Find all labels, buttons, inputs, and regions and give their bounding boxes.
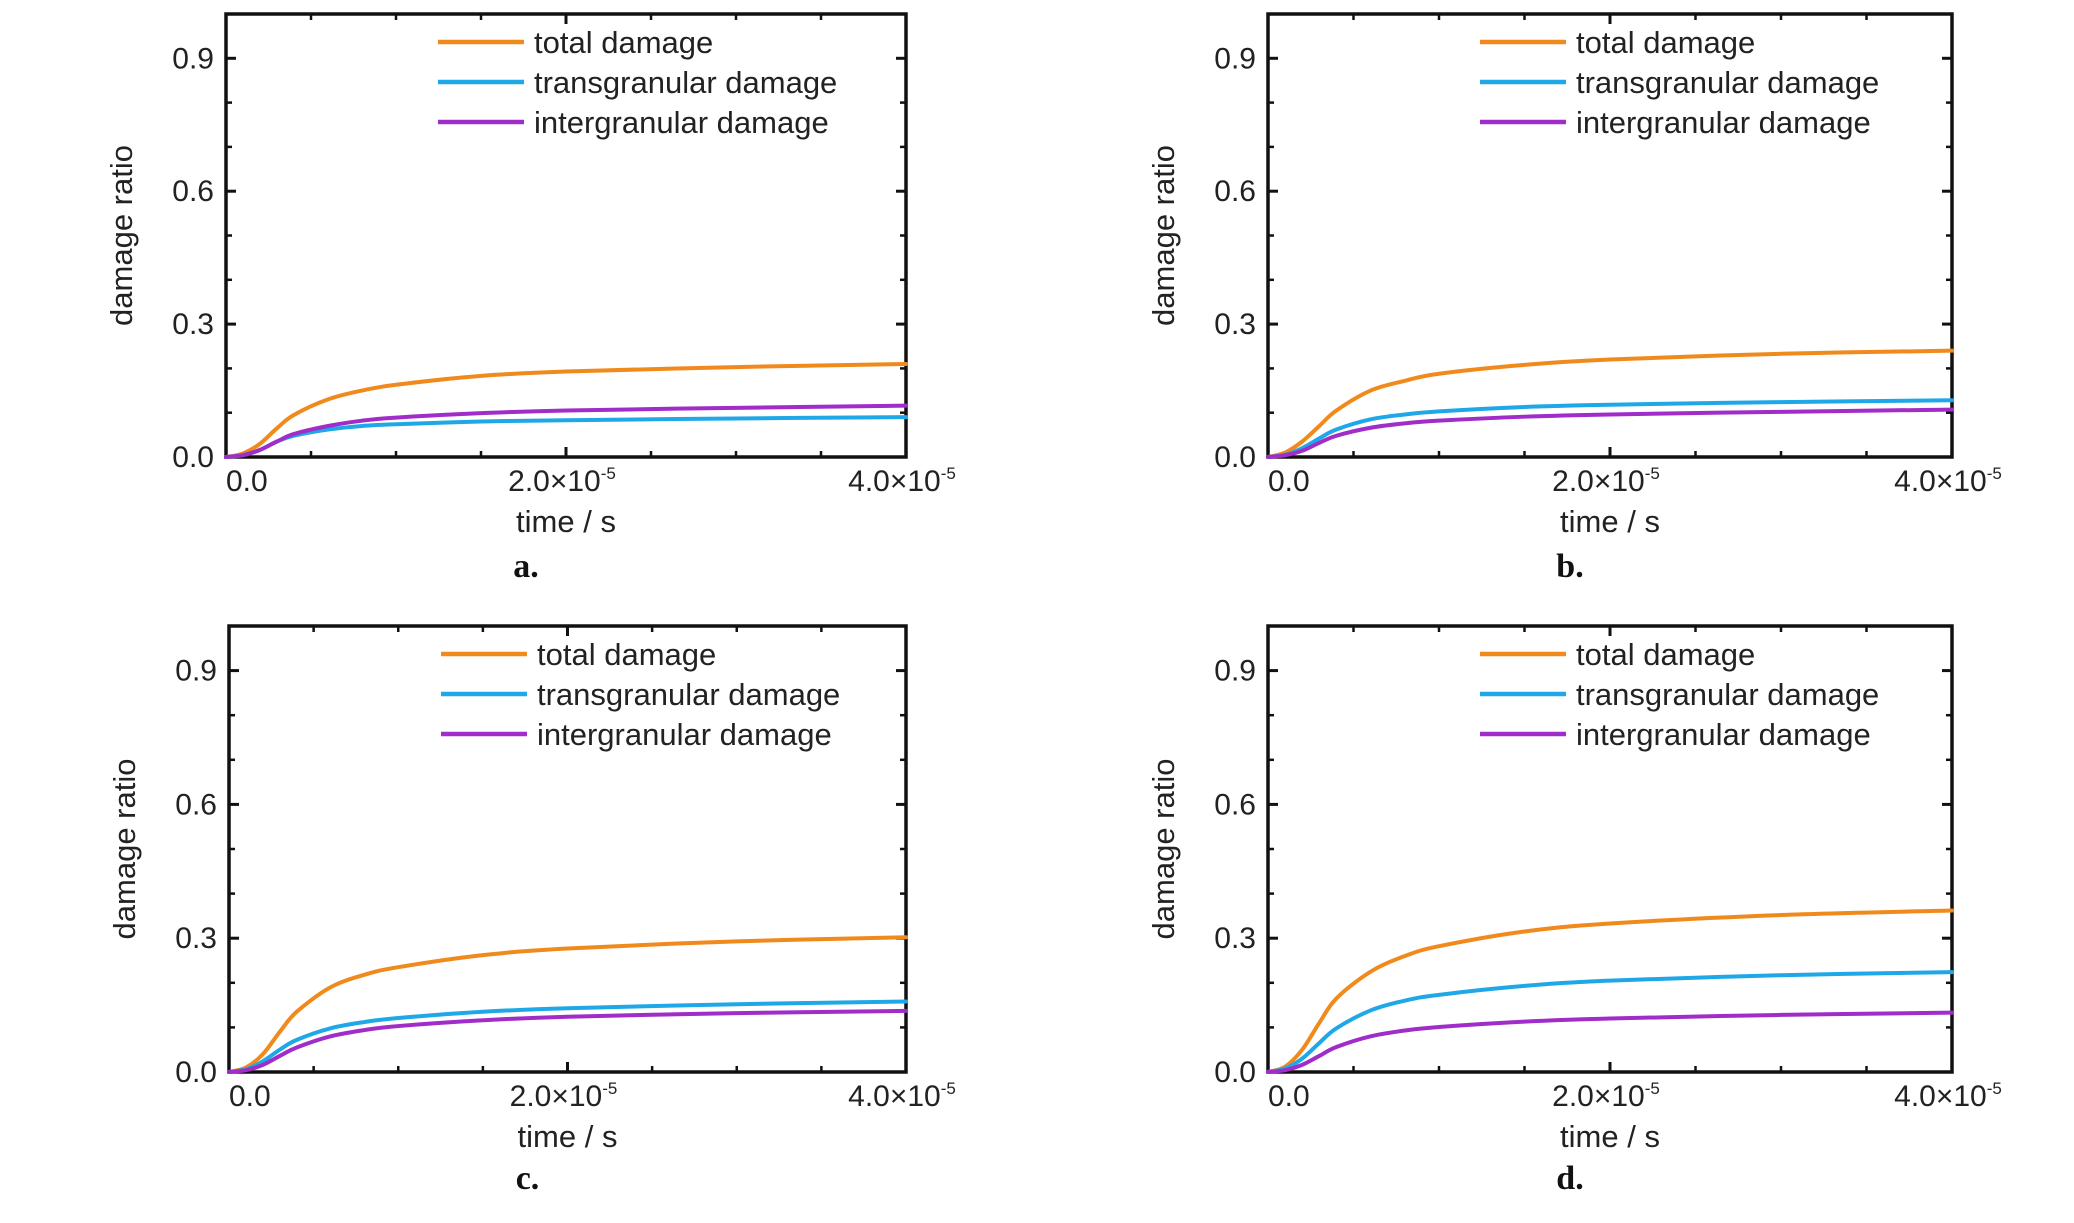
series-line-2 — [227, 999, 908, 1074]
y-axis-title: damage ratio — [104, 145, 139, 326]
series-line-3 — [1266, 407, 1954, 459]
x-tick-label: 2.0×10-5 — [1552, 464, 1660, 498]
x-tick-label-main: 0.0 — [1268, 465, 1310, 498]
y-tick-label: 0.3 — [172, 308, 214, 341]
legend-label: intergranular damage — [1576, 717, 1871, 752]
x-tick-label-main: 0.0 — [226, 465, 268, 498]
y-tick-label: 0.0 — [1214, 441, 1256, 474]
legend-label: total damage — [1576, 637, 1755, 672]
series-line-3 — [224, 403, 908, 459]
x-tick-label-exponent: -5 — [1987, 1079, 2002, 1098]
series-line-1 — [227, 935, 908, 1074]
x-tick-label-main: 2.0×10 — [510, 1080, 603, 1113]
x-axis-title: time / s — [1560, 504, 1660, 539]
series-line-1 — [1266, 908, 1954, 1074]
y-tick-label: 0.6 — [1214, 175, 1256, 208]
x-tick-label-exponent: -5 — [941, 464, 956, 483]
x-tick-label: 4.0×10-5 — [1894, 1079, 2002, 1113]
x-tick-label-main: 0.0 — [229, 1080, 271, 1113]
y-axis-title: damage ratio — [1146, 759, 1181, 940]
y-tick-label: 0.9 — [172, 42, 214, 75]
legend-label: transgranular damage — [1576, 677, 1879, 712]
legend-label: intergranular damage — [1576, 105, 1871, 140]
panel-label: d. — [1556, 1160, 1583, 1197]
x-tick-label-main: 2.0×10 — [1552, 1080, 1645, 1113]
x-tick-label-exponent: -5 — [1645, 464, 1660, 483]
legend-label: intergranular damage — [534, 105, 829, 140]
x-tick-label-main: 4.0×10 — [1894, 465, 1987, 498]
x-tick-label: 0.0 — [1268, 1080, 1310, 1113]
x-axis-title: time / s — [518, 1119, 618, 1154]
x-tick-label: 0.0 — [229, 1080, 271, 1113]
series-line-2 — [1266, 398, 1954, 459]
panel-label: b. — [1556, 548, 1583, 585]
panel-label: a. — [513, 548, 539, 585]
y-tick-label: 0.3 — [1214, 308, 1256, 341]
x-tick-label: 2.0×10-5 — [1552, 1079, 1660, 1113]
y-tick-label: 0.9 — [1214, 655, 1256, 688]
x-tick-label-main: 4.0×10 — [848, 465, 941, 498]
y-tick-label: 0.6 — [175, 788, 217, 821]
y-tick-label: 0.3 — [175, 922, 217, 955]
legend-label: transgranular damage — [1576, 65, 1879, 100]
x-axis-title: time / s — [1560, 1119, 1660, 1154]
y-tick-label: 0.6 — [172, 175, 214, 208]
x-tick-label-main: 4.0×10 — [1894, 1080, 1987, 1113]
x-tick-label-exponent: -5 — [1987, 464, 2002, 483]
series-line-3 — [1266, 1010, 1954, 1074]
y-tick-label: 0.0 — [175, 1056, 217, 1089]
series-line-1 — [224, 361, 908, 459]
x-tick-label-exponent: -5 — [1645, 1079, 1660, 1098]
y-axis-title: damage ratio — [107, 759, 142, 940]
x-tick-label-exponent: -5 — [941, 1079, 956, 1098]
legend-label: transgranular damage — [537, 677, 840, 712]
legend-label: total damage — [534, 25, 713, 60]
y-axis-title: damage ratio — [1146, 145, 1181, 326]
x-tick-label: 4.0×10-5 — [1894, 464, 2002, 498]
y-tick-label: 0.9 — [175, 655, 217, 688]
x-tick-label: 2.0×10-5 — [510, 1079, 618, 1113]
legend-label: total damage — [537, 637, 716, 672]
y-tick-label: 0.9 — [1214, 42, 1256, 75]
legend-label: intergranular damage — [537, 717, 832, 752]
y-tick-label: 0.6 — [1214, 788, 1256, 821]
legend-label: transgranular damage — [534, 65, 837, 100]
y-tick-label: 0.0 — [172, 441, 214, 474]
x-tick-label-main: 0.0 — [1268, 1080, 1310, 1113]
series-line-2 — [1266, 970, 1954, 1074]
x-axis-title: time / s — [516, 504, 616, 539]
x-tick-label-exponent: -5 — [601, 464, 616, 483]
x-tick-label-main: 2.0×10 — [1552, 465, 1645, 498]
x-tick-label: 4.0×10-5 — [848, 464, 956, 498]
x-tick-label: 0.0 — [226, 465, 268, 498]
x-tick-label-exponent: -5 — [602, 1079, 617, 1098]
x-tick-label: 4.0×10-5 — [848, 1079, 956, 1113]
y-tick-label: 0.0 — [1214, 1056, 1256, 1089]
y-tick-label: 0.3 — [1214, 922, 1256, 955]
series-line-1 — [1266, 348, 1954, 459]
panel-label: c. — [516, 1160, 540, 1197]
x-tick-label-main: 2.0×10 — [508, 465, 601, 498]
x-tick-label: 0.0 — [1268, 465, 1310, 498]
x-tick-label-main: 4.0×10 — [848, 1080, 941, 1113]
series-line-3 — [227, 1008, 908, 1074]
x-tick-label: 2.0×10-5 — [508, 464, 616, 498]
legend-label: total damage — [1576, 25, 1755, 60]
